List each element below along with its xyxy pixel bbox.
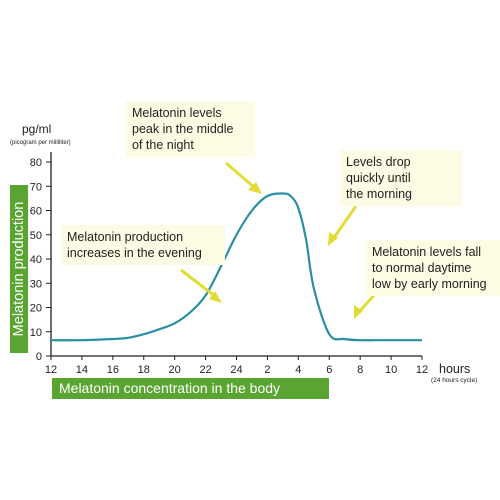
x-tick-label: 12 [416,364,428,376]
y-tick-label: 0 [36,351,42,363]
x-tick-label: 14 [76,364,88,376]
annotation-increase: Melatonin production increases in the ev… [61,225,225,265]
x-tick-label: 4 [295,364,301,376]
y-tick-label: 20 [30,303,42,315]
x-tick-label: 16 [107,364,119,376]
arrow-peak [225,161,262,194]
y-tick-label: 70 [30,181,42,193]
x-tick-label: 6 [326,364,332,376]
series-line [50,192,422,342]
y-axis-title: Melatonin production [11,201,27,337]
x-axis-title-box: Melatonin concentration in the body [52,378,329,399]
x-tick-label: 12 [45,364,57,376]
x-tick-label: 8 [357,364,363,376]
y-tick-label: 80 [30,157,42,169]
y-tick-label: 30 [30,278,42,290]
x-tick-label: 10 [385,364,397,376]
y-tick-label: 10 [30,327,42,339]
y-tick-label: 60 [30,206,42,218]
arrow-increase [180,268,222,303]
x-unit-label: hours [439,362,470,376]
x-tick-label: 24 [230,364,242,376]
x-tick-label: 20 [169,364,181,376]
x-axis-title: Melatonin concentration in the body [59,380,281,396]
x-unit-sublabel: (24 hours cycle) [431,377,477,384]
y-axis-title-box: Melatonin production [10,185,28,353]
annotation-fall: Melatonin levels fall to normal daytime … [366,240,500,296]
y-unit-sublabel: (picogram per milliliter) [10,140,71,146]
x-tick-label: 2 [264,364,270,376]
x-tick-label: 18 [138,364,150,376]
y-unit-label: pg/ml [22,122,51,136]
annotation-drop: Levels drop quickly until the morning [340,150,462,206]
y-tick-label: 40 [30,254,42,266]
y-tick-label: 50 [30,230,42,242]
x-tick-label: 22 [199,364,211,376]
annotation-peak: Melatonin levels peak in the middle of t… [126,101,255,157]
arrow-drop [328,205,358,246]
arrow-fall [354,290,379,319]
